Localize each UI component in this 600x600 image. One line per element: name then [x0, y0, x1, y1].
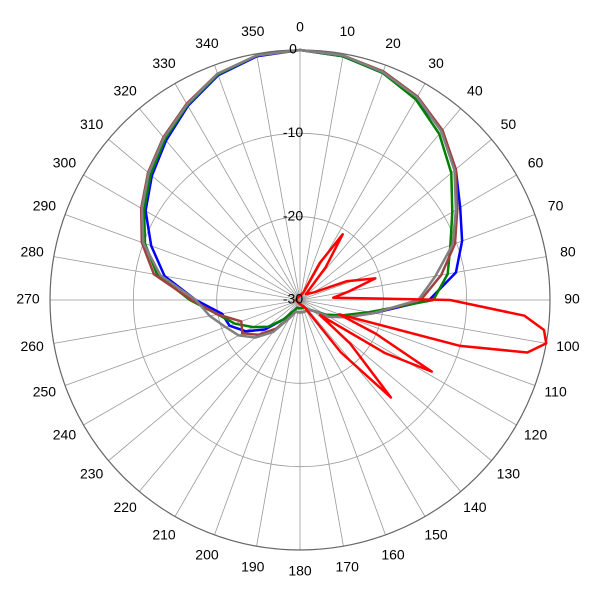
angle-label: 110 — [544, 384, 567, 400]
spoke — [299, 53, 344, 301]
angle-label: 200 — [195, 546, 219, 562]
spoke — [256, 299, 301, 547]
angle-label: 50 — [501, 116, 517, 132]
spoke — [299, 299, 536, 386]
angle-label: 290 — [33, 198, 57, 214]
spoke — [299, 83, 426, 301]
series-line — [294, 233, 548, 399]
angle-label: 160 — [381, 546, 405, 562]
spoke — [53, 256, 301, 301]
spoke — [53, 299, 301, 344]
angle-label: 130 — [497, 466, 521, 482]
spoke — [299, 299, 462, 492]
angle-label: 150 — [424, 526, 448, 542]
angle-label: 350 — [241, 23, 265, 39]
spoke — [299, 214, 536, 301]
spoke — [108, 138, 301, 301]
spoke — [83, 299, 301, 426]
angle-label: 260 — [20, 338, 44, 354]
spoke — [299, 299, 547, 344]
angle-label: 40 — [467, 82, 483, 98]
spoke — [64, 299, 301, 386]
spoke — [174, 299, 301, 517]
angle-label: 120 — [524, 427, 548, 443]
spoke — [64, 214, 301, 301]
angle-label: 270 — [16, 291, 40, 307]
angle-label: 60 — [528, 155, 544, 171]
angle-label: 30 — [428, 55, 444, 71]
spoke — [299, 299, 426, 517]
radial-label: -10 — [283, 124, 303, 140]
spoke — [256, 53, 301, 301]
spoke — [299, 108, 462, 301]
radial-label: -30 — [283, 291, 303, 307]
spoke — [83, 174, 301, 301]
angle-label: 320 — [113, 82, 137, 98]
angle-label: 70 — [548, 198, 564, 214]
series-line — [142, 48, 454, 329]
spoke — [214, 64, 301, 301]
angle-label: 20 — [385, 35, 401, 51]
spoke — [299, 256, 547, 301]
ring — [216, 216, 384, 384]
angle-label: 170 — [336, 559, 360, 575]
angle-label: 100 — [556, 338, 580, 354]
spoke — [174, 83, 301, 301]
angle-label: 210 — [152, 526, 176, 542]
angle-label: 140 — [463, 499, 487, 515]
angle-label: 240 — [53, 427, 77, 443]
angle-label: 280 — [20, 243, 44, 259]
angle-label: 330 — [152, 55, 176, 71]
radial-label: 0 — [289, 41, 297, 57]
spoke — [299, 299, 386, 536]
angle-label: 190 — [241, 559, 265, 575]
angle-label: 340 — [195, 35, 219, 51]
angle-label: 90 — [564, 291, 580, 307]
spoke — [299, 174, 517, 301]
spoke — [299, 138, 492, 301]
angle-label: 250 — [33, 384, 57, 400]
series-line — [140, 48, 458, 339]
angle-label: 300 — [53, 155, 77, 171]
angle-label: 180 — [288, 563, 312, 579]
spoke — [299, 299, 344, 547]
angle-label: 10 — [339, 23, 355, 39]
ring — [132, 132, 468, 468]
angle-label: 220 — [113, 499, 137, 515]
spoke — [299, 64, 386, 301]
angle-label: 80 — [560, 243, 576, 259]
angle-label: 230 — [80, 466, 104, 482]
spoke — [214, 299, 301, 536]
radial-label: -20 — [283, 207, 303, 223]
angle-label: 0 — [296, 19, 304, 35]
angle-label: 310 — [80, 116, 104, 132]
